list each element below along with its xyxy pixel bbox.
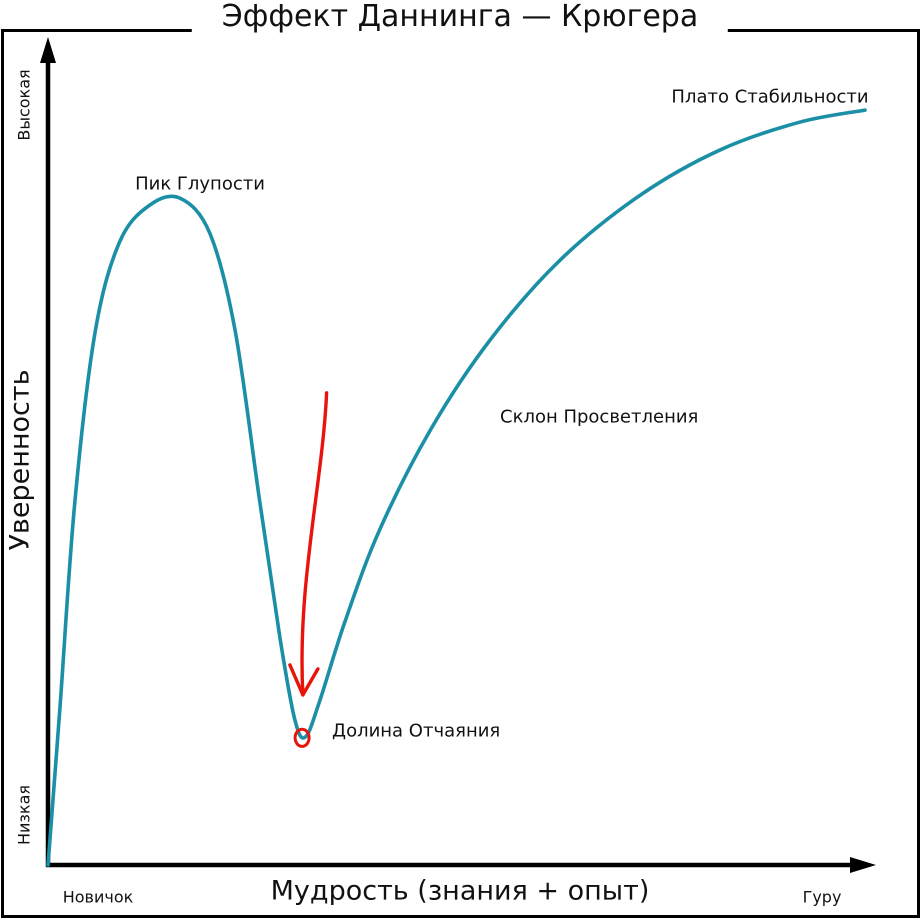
red-arrow-head-icon xyxy=(288,663,320,697)
x-tick-novice: Новичок xyxy=(62,887,134,907)
y-tick-high: Высокая xyxy=(14,69,34,141)
annotation-plateau-of-stability: Плато Стабильности xyxy=(671,86,869,108)
axes xyxy=(40,37,876,873)
red-circle-annotation xyxy=(293,727,311,748)
y-tick-low: Низкая xyxy=(14,784,34,846)
annotation-slope-of-enlightenment: Склон Просветления xyxy=(500,406,699,428)
red-arrow-shaft xyxy=(300,391,329,697)
x-axis-arrowhead-icon xyxy=(850,857,876,873)
hand-drawn-annotation xyxy=(288,391,329,748)
chart-title: Эффект Даннинга — Крюгера xyxy=(191,0,729,34)
y-axis-label: Уверенность xyxy=(4,369,36,551)
annotation-peak-of-stupidity: Пик Глупости xyxy=(135,173,265,195)
annotation-valley-of-despair: Долина Отчаяния xyxy=(332,720,501,742)
dunning-kruger-curve xyxy=(46,108,867,867)
x-tick-guru: Гуру xyxy=(802,887,842,907)
y-axis-arrowhead-icon xyxy=(40,37,56,63)
x-axis-label: Мудрость (знания + опыт) xyxy=(270,875,650,907)
